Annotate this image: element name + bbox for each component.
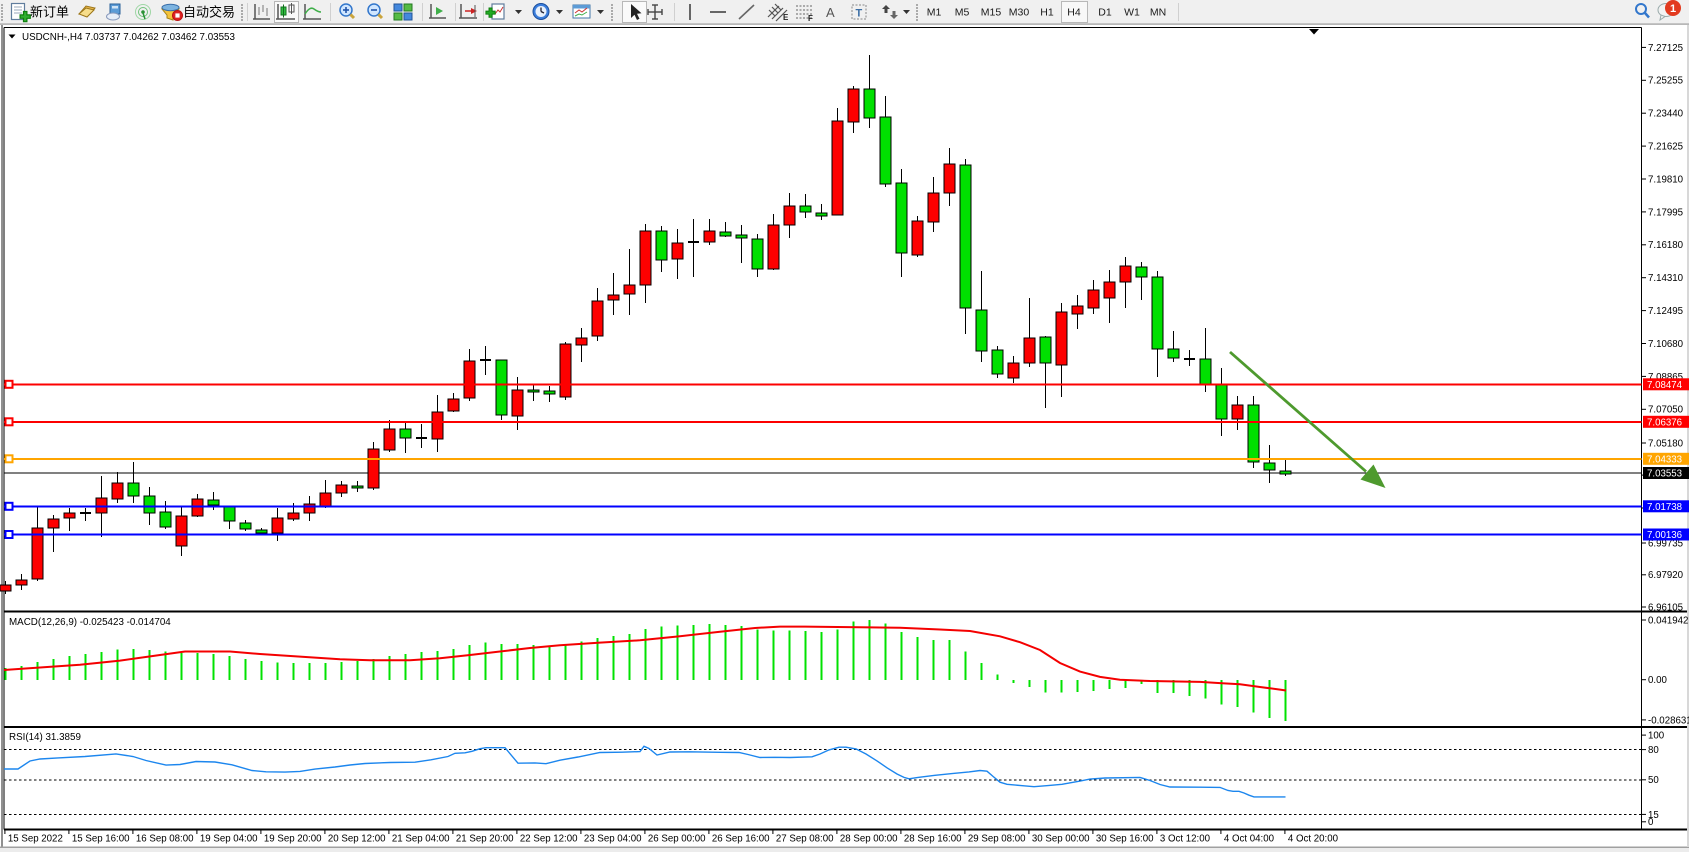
svg-text:7.03553: 7.03553 bbox=[1647, 469, 1682, 480]
svg-text:M30: M30 bbox=[1009, 7, 1030, 19]
svg-text:USDCNH-,H4 7.03737 7.04262 7.: USDCNH-,H4 7.03737 7.04262 7.03462 7.035… bbox=[22, 32, 236, 43]
svg-text:7.00136: 7.00136 bbox=[1647, 530, 1682, 541]
svg-text:7.25255: 7.25255 bbox=[1648, 76, 1683, 87]
svg-text:7.27125: 7.27125 bbox=[1648, 43, 1683, 54]
svg-text:7.21625: 7.21625 bbox=[1648, 142, 1683, 153]
svg-text:15 Sep 2022: 15 Sep 2022 bbox=[8, 834, 63, 845]
svg-text:T: T bbox=[856, 8, 863, 20]
svg-text:22 Sep 12:00: 22 Sep 12:00 bbox=[520, 834, 578, 845]
svg-text:19 Sep 04:00: 19 Sep 04:00 bbox=[200, 834, 258, 845]
svg-text:MN: MN bbox=[1150, 7, 1166, 19]
svg-text:26 Sep 00:00: 26 Sep 00:00 bbox=[648, 834, 706, 845]
svg-text:0.041942: 0.041942 bbox=[1648, 615, 1688, 626]
svg-text:RSI(14) 31.3859: RSI(14) 31.3859 bbox=[9, 732, 81, 743]
svg-text:7.12495: 7.12495 bbox=[1648, 306, 1683, 317]
svg-text:7.07050: 7.07050 bbox=[1648, 405, 1684, 416]
svg-text:自动交易: 自动交易 bbox=[183, 5, 235, 20]
svg-text:7.01738: 7.01738 bbox=[1647, 502, 1682, 513]
svg-text:26 Sep 16:00: 26 Sep 16:00 bbox=[712, 834, 770, 845]
svg-text:50: 50 bbox=[1648, 775, 1659, 786]
svg-text:28 Sep 16:00: 28 Sep 16:00 bbox=[904, 834, 962, 845]
svg-text:28 Sep 00:00: 28 Sep 00:00 bbox=[840, 834, 898, 845]
svg-text:29 Sep 08:00: 29 Sep 08:00 bbox=[968, 834, 1026, 845]
svg-text:4 Oct 20:00: 4 Oct 20:00 bbox=[1288, 834, 1339, 845]
svg-text:0.00: 0.00 bbox=[1648, 675, 1667, 686]
svg-text:19 Sep 20:00: 19 Sep 20:00 bbox=[264, 834, 322, 845]
svg-text:6.99735: 6.99735 bbox=[1648, 538, 1683, 549]
svg-text:H4: H4 bbox=[1067, 7, 1081, 19]
svg-text:M5: M5 bbox=[955, 7, 970, 19]
svg-text:21 Sep 20:00: 21 Sep 20:00 bbox=[456, 834, 514, 845]
svg-text:7.23440: 7.23440 bbox=[1648, 109, 1684, 120]
svg-text:1: 1 bbox=[1670, 3, 1676, 15]
svg-text:7.14310: 7.14310 bbox=[1648, 273, 1684, 284]
svg-text:7.16180: 7.16180 bbox=[1648, 240, 1684, 251]
svg-text:新订单: 新订单 bbox=[30, 5, 69, 20]
svg-text:23 Sep 04:00: 23 Sep 04:00 bbox=[584, 834, 642, 845]
svg-text:3 Oct 12:00: 3 Oct 12:00 bbox=[1160, 834, 1211, 845]
svg-text:MACD(12,26,9) -0.025423 -0.014: MACD(12,26,9) -0.025423 -0.014704 bbox=[9, 617, 171, 628]
svg-text:30 Sep 16:00: 30 Sep 16:00 bbox=[1096, 834, 1154, 845]
svg-text:-0.028631: -0.028631 bbox=[1648, 715, 1689, 726]
svg-text:4 Oct 04:00: 4 Oct 04:00 bbox=[1224, 834, 1275, 845]
svg-text:15: 15 bbox=[1648, 810, 1659, 821]
svg-text:M1: M1 bbox=[927, 7, 942, 19]
svg-text:0: 0 bbox=[1648, 817, 1654, 828]
svg-text:80: 80 bbox=[1648, 745, 1659, 756]
svg-text:7.06376: 7.06376 bbox=[1647, 417, 1682, 428]
svg-text:E: E bbox=[783, 13, 789, 22]
svg-text:16 Sep 08:00: 16 Sep 08:00 bbox=[136, 834, 194, 845]
svg-text:100: 100 bbox=[1648, 731, 1665, 742]
svg-text:30 Sep 00:00: 30 Sep 00:00 bbox=[1032, 834, 1090, 845]
svg-text:6.97920: 6.97920 bbox=[1648, 570, 1684, 581]
svg-text:15 Sep 16:00: 15 Sep 16:00 bbox=[72, 834, 130, 845]
svg-text:6.96105: 6.96105 bbox=[1648, 602, 1683, 613]
svg-text:20 Sep 12:00: 20 Sep 12:00 bbox=[328, 834, 386, 845]
svg-text:7.08865: 7.08865 bbox=[1648, 372, 1683, 383]
svg-text:7.05180: 7.05180 bbox=[1648, 438, 1684, 449]
svg-text:A: A bbox=[826, 5, 835, 20]
svg-text:21 Sep 04:00: 21 Sep 04:00 bbox=[392, 834, 450, 845]
svg-text:M15: M15 bbox=[981, 7, 1002, 19]
svg-text:7.10680: 7.10680 bbox=[1648, 339, 1684, 350]
svg-text:W1: W1 bbox=[1124, 7, 1140, 19]
svg-text:H1: H1 bbox=[1040, 7, 1054, 19]
svg-text:7.08474: 7.08474 bbox=[1647, 380, 1683, 391]
svg-text:7.17995: 7.17995 bbox=[1648, 207, 1683, 218]
svg-text:F: F bbox=[808, 14, 813, 23]
svg-text:27 Sep 08:00: 27 Sep 08:00 bbox=[776, 834, 834, 845]
svg-text:D1: D1 bbox=[1098, 7, 1112, 19]
svg-text:7.04333: 7.04333 bbox=[1647, 454, 1682, 465]
svg-text:7.19810: 7.19810 bbox=[1648, 174, 1684, 185]
